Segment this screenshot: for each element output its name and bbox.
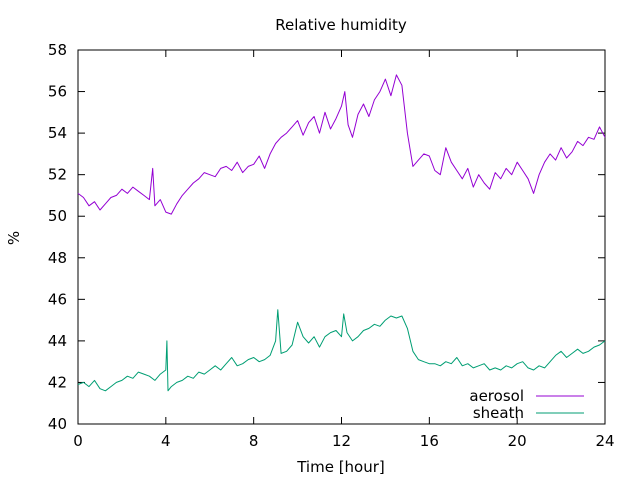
x-tick-label: 16 xyxy=(420,432,439,450)
chart-title: Relative humidity xyxy=(275,16,407,34)
y-tick-label: 58 xyxy=(48,41,67,59)
y-tick-label: 48 xyxy=(48,249,67,267)
series-line-aerosol xyxy=(77,74,606,215)
y-tick-label: 54 xyxy=(48,124,67,142)
y-axis: 40 42 44 46 48 50 52 54 56 58 xyxy=(48,41,605,433)
x-tick-label: 8 xyxy=(249,432,259,450)
y-axis-label: % xyxy=(5,231,23,245)
x-axis-label: Time [hour] xyxy=(296,458,385,476)
x-tick-label: 4 xyxy=(161,432,171,450)
legend-label-aerosol: aerosol xyxy=(469,387,524,405)
series-line-sheath xyxy=(77,309,606,392)
x-tick-label: 24 xyxy=(595,432,614,450)
x-tick-label: 0 xyxy=(73,432,83,450)
y-tick-label: 46 xyxy=(48,290,67,308)
y-tick-label: 52 xyxy=(48,166,67,184)
x-tick-label: 20 xyxy=(508,432,527,450)
x-axis: 0 4 8 12 16 20 24 xyxy=(73,50,615,450)
y-tick-label: 50 xyxy=(48,207,67,225)
series-layer xyxy=(77,74,606,392)
y-tick-label: 40 xyxy=(48,415,67,433)
legend-label-sheath: sheath xyxy=(473,404,524,422)
y-tick-label: 56 xyxy=(48,83,67,101)
y-tick-label: 44 xyxy=(48,332,67,350)
y-tick-label: 42 xyxy=(48,373,67,391)
x-tick-label: 12 xyxy=(332,432,351,450)
